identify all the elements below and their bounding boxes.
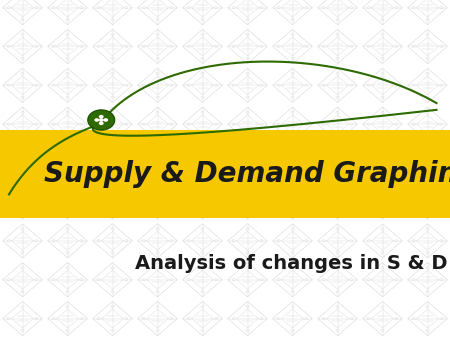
Circle shape [99,115,104,119]
Circle shape [99,118,104,122]
Circle shape [103,118,108,122]
Circle shape [99,122,104,125]
Text: Supply & Demand Graphing: Supply & Demand Graphing [45,160,450,188]
Text: Analysis of changes in S & D: Analysis of changes in S & D [135,254,447,273]
Circle shape [94,118,99,122]
Circle shape [88,110,115,130]
Bar [0,130,450,218]
